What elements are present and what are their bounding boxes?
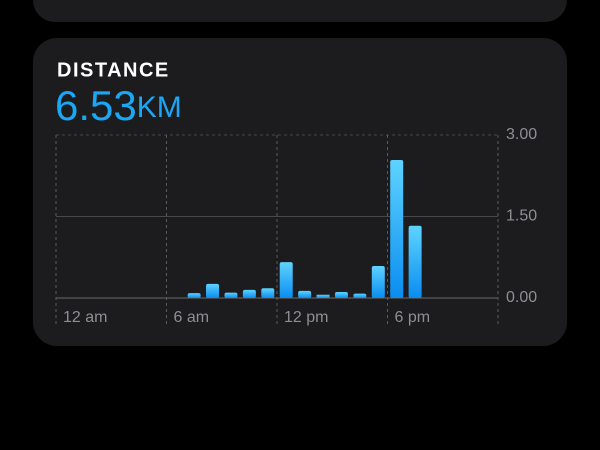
bar bbox=[242, 289, 256, 298]
bar bbox=[353, 293, 367, 298]
x-tick-label: 12 am bbox=[63, 309, 107, 326]
bar bbox=[224, 292, 238, 298]
x-tick-label: 6 am bbox=[174, 309, 210, 326]
bar bbox=[206, 283, 220, 298]
summary-value: 6.53KM bbox=[55, 82, 182, 129]
summary-unit: KM bbox=[137, 91, 182, 124]
bar bbox=[371, 265, 385, 298]
y-tick-label: 0.00 bbox=[506, 289, 537, 306]
previous-card bbox=[33, 0, 567, 22]
bar bbox=[334, 292, 348, 298]
bar bbox=[298, 290, 312, 298]
bar bbox=[408, 225, 422, 298]
card-title: DISTANCE bbox=[57, 59, 170, 81]
x-tick-label: 12 pm bbox=[284, 309, 328, 326]
bar bbox=[187, 293, 201, 298]
x-tick-label: 6 pm bbox=[395, 309, 431, 326]
y-tick-label: 1.50 bbox=[506, 208, 537, 225]
bar bbox=[261, 288, 275, 298]
bar bbox=[390, 159, 404, 298]
y-tick-label: 3.00 bbox=[506, 126, 537, 143]
bar bbox=[279, 262, 293, 298]
bar bbox=[316, 294, 330, 298]
summary-number: 6.53 bbox=[55, 82, 137, 129]
